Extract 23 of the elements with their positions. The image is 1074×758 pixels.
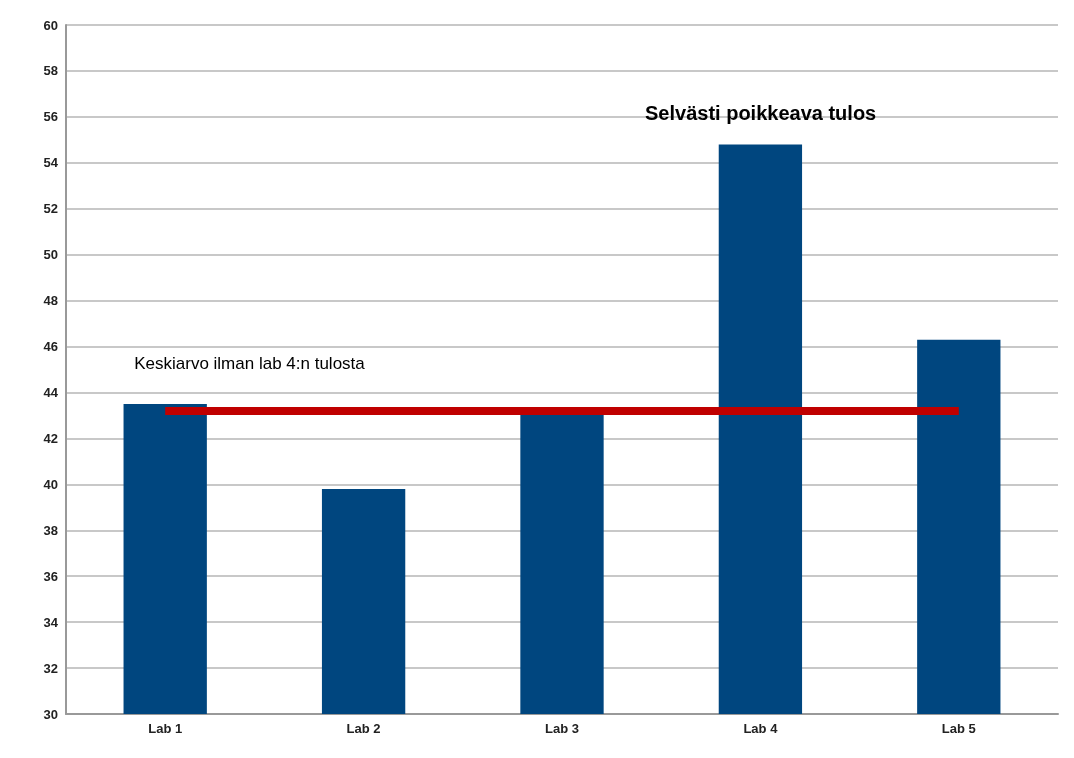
y-tick-label: 56 <box>43 109 58 125</box>
y-tick-label: 36 <box>43 568 58 584</box>
y-tick-label: 32 <box>43 660 58 676</box>
y-tick-label: 34 <box>43 614 59 630</box>
ref-line-label: Keskiarvo ilman lab 4:n tulosta <box>134 353 366 373</box>
y-tick-label: 30 <box>43 706 58 722</box>
y-tick-label: 50 <box>43 247 58 263</box>
y-tick-label: 58 <box>43 63 58 79</box>
y-tick-label: 52 <box>43 201 58 217</box>
y-tick-label: 46 <box>43 339 58 355</box>
y-tick-label: 42 <box>43 430 58 446</box>
x-tick-label: Lab 4 <box>743 721 779 736</box>
y-tick-label: 44 <box>43 384 59 400</box>
x-tick-label: Lab 5 <box>941 721 976 736</box>
y-tick-label: 54 <box>43 155 59 171</box>
x-tick-label: Lab 1 <box>148 721 183 736</box>
y-tick-label: 38 <box>43 522 58 538</box>
y-tick-label: 40 <box>43 476 58 492</box>
y-tick-label: 48 <box>43 293 58 309</box>
annotation: Selvästi poikkeava tulos <box>645 102 877 124</box>
x-tick-label: Lab 2 <box>346 721 381 736</box>
y-tick-label: 60 <box>43 17 58 33</box>
x-tick-label: Lab 3 <box>545 721 579 736</box>
